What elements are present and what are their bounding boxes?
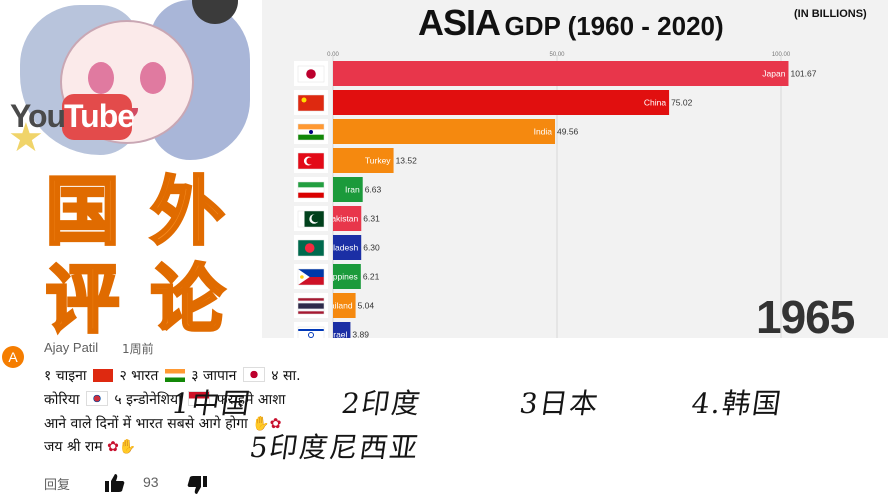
gdp-bar-chart-race: ASIA GDP (1960 - 2020) (IN BILLIONS) 0.0… xyxy=(262,0,888,343)
x-tick-label: 50.00 xyxy=(549,52,565,58)
rose-icon: ✿ xyxy=(107,439,119,455)
comment-line-4: जय श्री राम ✿✋ xyxy=(44,437,136,456)
anime-thumbnail: ★ You Tube xyxy=(0,0,262,165)
thumbs-up-icon[interactable] xyxy=(104,473,126,493)
comment-text: ४ सा. xyxy=(271,368,301,384)
avatar[interactable]: A xyxy=(2,346,24,368)
translation-1: 1中国 xyxy=(169,387,254,420)
comment-text: ५ इन्डोनेशिया xyxy=(114,392,182,408)
comment-text: ३ जापान xyxy=(191,368,237,384)
bar-value-label: 6.21 xyxy=(363,272,380,282)
bar xyxy=(333,235,362,260)
bar xyxy=(333,206,362,231)
japan-flag-icon xyxy=(242,367,265,382)
bar xyxy=(333,90,670,115)
comment-line-1: १ चाइना २ भारत ३ जापान ४ सा. xyxy=(44,366,301,385)
comment-text: १ चाइना xyxy=(44,368,87,384)
chart-title: ASIA GDP (1960 - 2020) xyxy=(418,2,724,44)
rose-icon: ✿ xyxy=(269,416,282,432)
india-flag-icon xyxy=(297,123,325,141)
bar-category-label: Turkey xyxy=(365,156,391,166)
thailand-flag-icon xyxy=(297,297,325,315)
bar-value-label: 6.31 xyxy=(363,214,380,224)
japan-flag-icon xyxy=(297,65,325,83)
praying-hands-icon: ✋ xyxy=(252,416,270,432)
right-eye xyxy=(140,62,166,94)
bar xyxy=(333,177,363,202)
left-eye xyxy=(88,62,114,94)
x-tick-label: 0.00 xyxy=(327,52,339,58)
comment-line-3: आने वाले दिनों में भारत सबसे आगे होगा ✋✿ xyxy=(44,414,281,433)
bar-category-label: India xyxy=(534,127,553,137)
label-char: 外 xyxy=(149,168,226,257)
comment-line-2: कोरिया ५ इन्डोनेशिया फर हमे आशा xyxy=(44,390,285,409)
chart-title-main: ASIA xyxy=(418,2,501,43)
china-flag-icon xyxy=(92,369,113,382)
bar-category-label: Israel xyxy=(327,330,348,339)
translation-4: 4.韩国 xyxy=(689,387,785,420)
bar xyxy=(333,119,556,144)
youtube-logo-you: You xyxy=(10,98,66,134)
bar xyxy=(333,293,356,318)
comment-author[interactable]: Ajay Patil xyxy=(44,340,99,355)
bar-category-label: Japan xyxy=(762,69,785,79)
label-char: 评 xyxy=(44,256,121,345)
comment-text: आने वाले दिनों में भारत सबसे आगे होगा xyxy=(44,416,248,432)
like-count: 93 xyxy=(143,474,159,490)
bar-value-label: 13.52 xyxy=(396,156,418,166)
x-tick-label: 100.00 xyxy=(772,52,791,58)
year-label: 1965 xyxy=(756,291,855,343)
bar-value-label: 101.67 xyxy=(790,69,816,79)
bar-category-label: Iran xyxy=(345,185,360,195)
bangladesh-flag-icon xyxy=(297,239,325,257)
comment-text: कोरिया xyxy=(44,392,80,408)
foreign-comments-label: 国 外 评 论 xyxy=(30,168,240,345)
chart-plot: 0.00 50.00 100.00 Japan 101.67 China 75.02 Indi… xyxy=(294,52,817,339)
bar-category-label: Thailand xyxy=(320,301,353,311)
youtube-comment xyxy=(0,338,400,500)
praying-hands-icon: ✋ xyxy=(118,439,137,455)
indonesia-flag-icon xyxy=(188,391,211,406)
comment-text: २ भारत xyxy=(119,368,159,384)
bar-value-label: 6.63 xyxy=(365,185,382,195)
bar-category-label: Philippines xyxy=(317,272,358,282)
china-flag-icon xyxy=(297,94,325,112)
label-char: 国 xyxy=(44,168,121,257)
label-char: 论 xyxy=(149,256,226,345)
bar xyxy=(333,61,789,86)
comment-text: जय श्री राम xyxy=(44,439,103,455)
bar xyxy=(333,148,394,173)
iran-flag-icon xyxy=(297,181,325,199)
reply-button[interactable]: 回复 xyxy=(44,478,71,493)
bar-value-label: 5.04 xyxy=(358,301,375,311)
bar-value-label: 75.02 xyxy=(671,98,693,108)
thumbs-down-icon[interactable] xyxy=(186,475,208,495)
chart-title-rest: GDP (1960 - 2020) xyxy=(504,11,724,41)
chart-unit-label: (IN BILLIONS) xyxy=(794,8,867,20)
bar-value-label: 3.89 xyxy=(352,330,369,339)
translation-3: 3日本 xyxy=(517,387,602,420)
israel-flag-icon xyxy=(297,326,325,338)
philippines-flag-icon xyxy=(297,268,325,286)
star-icon: ★ xyxy=(8,115,44,161)
youtube-logo-box xyxy=(62,94,132,140)
bar xyxy=(333,322,351,338)
comment-timestamp[interactable]: 1周前 xyxy=(122,342,154,356)
india-flag-icon xyxy=(164,369,185,382)
translation-2: 2印度 xyxy=(339,387,424,420)
bar-category-label: Pakistan xyxy=(326,214,359,224)
translation-5: 5印度尼西亚 xyxy=(247,431,422,464)
bar-value-label: 6.30 xyxy=(363,243,380,253)
turkey-flag-icon xyxy=(297,152,325,170)
korea-flag-icon xyxy=(85,391,108,406)
youtube-logo-tube: Tube xyxy=(64,98,135,134)
bar-category-label: Bangladesh xyxy=(313,243,358,253)
bar-category-label: China xyxy=(644,98,666,108)
pakistan-flag-icon xyxy=(297,210,325,228)
comment-text: फर हमे आशा xyxy=(216,392,286,408)
bar-value-label: 49.56 xyxy=(557,127,579,137)
bar xyxy=(333,264,361,289)
